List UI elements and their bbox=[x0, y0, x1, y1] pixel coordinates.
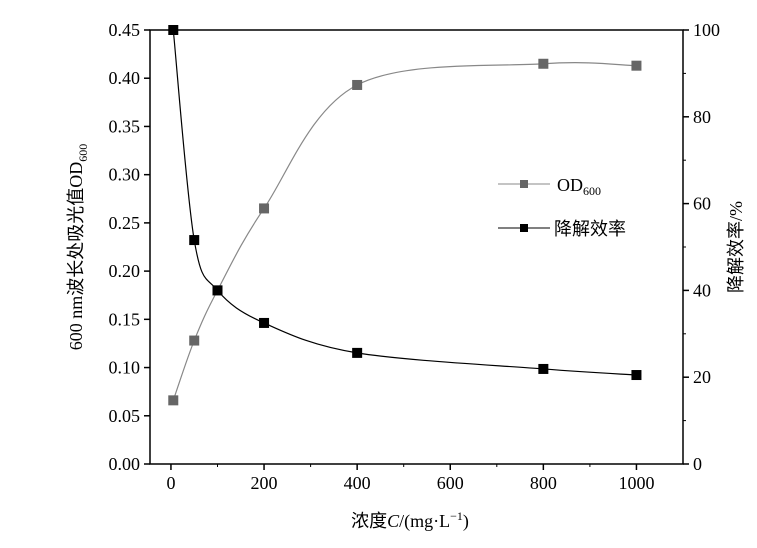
data-point-degradation bbox=[352, 347, 363, 358]
y-right-tick-label: 60 bbox=[693, 194, 711, 214]
series-line-1 bbox=[172, 29, 637, 376]
y-left-tick-label: 0.45 bbox=[109, 20, 141, 40]
y-left-tick-label: 0.30 bbox=[109, 165, 141, 185]
x-tick-label: 400 bbox=[344, 473, 371, 493]
data-point-degradation bbox=[538, 363, 549, 374]
x-tick-label: 800 bbox=[530, 473, 557, 493]
data-point-degradation bbox=[189, 235, 200, 246]
legend: OD600 降解效率 bbox=[498, 175, 626, 239]
y-left-tick-label: 0.35 bbox=[109, 116, 141, 136]
y-left-tick-label: 0.10 bbox=[109, 358, 141, 378]
y-left-tick-label: 0.25 bbox=[109, 213, 141, 233]
x-tick-label: 0 bbox=[166, 473, 175, 493]
data-point-degradation bbox=[259, 317, 270, 328]
y-axis-right-label: 降解效率/% bbox=[726, 201, 746, 293]
y-right-tick-label: 0 bbox=[693, 454, 702, 474]
data-point-degradation bbox=[631, 370, 642, 381]
y-axis-left-label: 600 nm波长处吸光值OD600 bbox=[66, 144, 90, 351]
y-left-tick-label: 0.00 bbox=[109, 454, 141, 474]
y-left-tick-label: 0.05 bbox=[109, 406, 141, 426]
y-right-tick-label: 100 bbox=[693, 20, 720, 40]
legend-label-degradation: 降解效率 bbox=[554, 219, 626, 239]
plot-frame bbox=[149, 29, 684, 465]
x-axis-label: 浓度C/(mg·L−1) bbox=[351, 509, 469, 532]
y-left-tick-label: 0.20 bbox=[109, 261, 141, 281]
y-right-tick-label: 40 bbox=[693, 280, 711, 300]
data-point-od600 bbox=[538, 58, 549, 69]
y-right-tick-label: 80 bbox=[693, 107, 711, 127]
data-point-od600 bbox=[631, 60, 642, 71]
y-right-tick-label: 20 bbox=[693, 367, 711, 387]
x-tick-label: 200 bbox=[251, 473, 278, 493]
legend-label-od600: OD600 bbox=[557, 175, 601, 198]
data-point-od600 bbox=[259, 203, 270, 214]
legend-marker-degradation bbox=[520, 224, 528, 232]
y-left-tick-label: 0.15 bbox=[109, 309, 141, 329]
data-point-od600 bbox=[168, 395, 179, 406]
data-point-od600 bbox=[352, 79, 363, 90]
x-tick-label: 1000 bbox=[618, 473, 654, 493]
data-point-od600 bbox=[189, 335, 200, 346]
legend-marker-od600 bbox=[520, 180, 528, 188]
data-point-degradation bbox=[168, 25, 179, 35]
x-tick-label: 600 bbox=[437, 473, 464, 493]
y-left-tick-label: 0.40 bbox=[109, 68, 141, 88]
data-point-degradation bbox=[212, 285, 223, 296]
